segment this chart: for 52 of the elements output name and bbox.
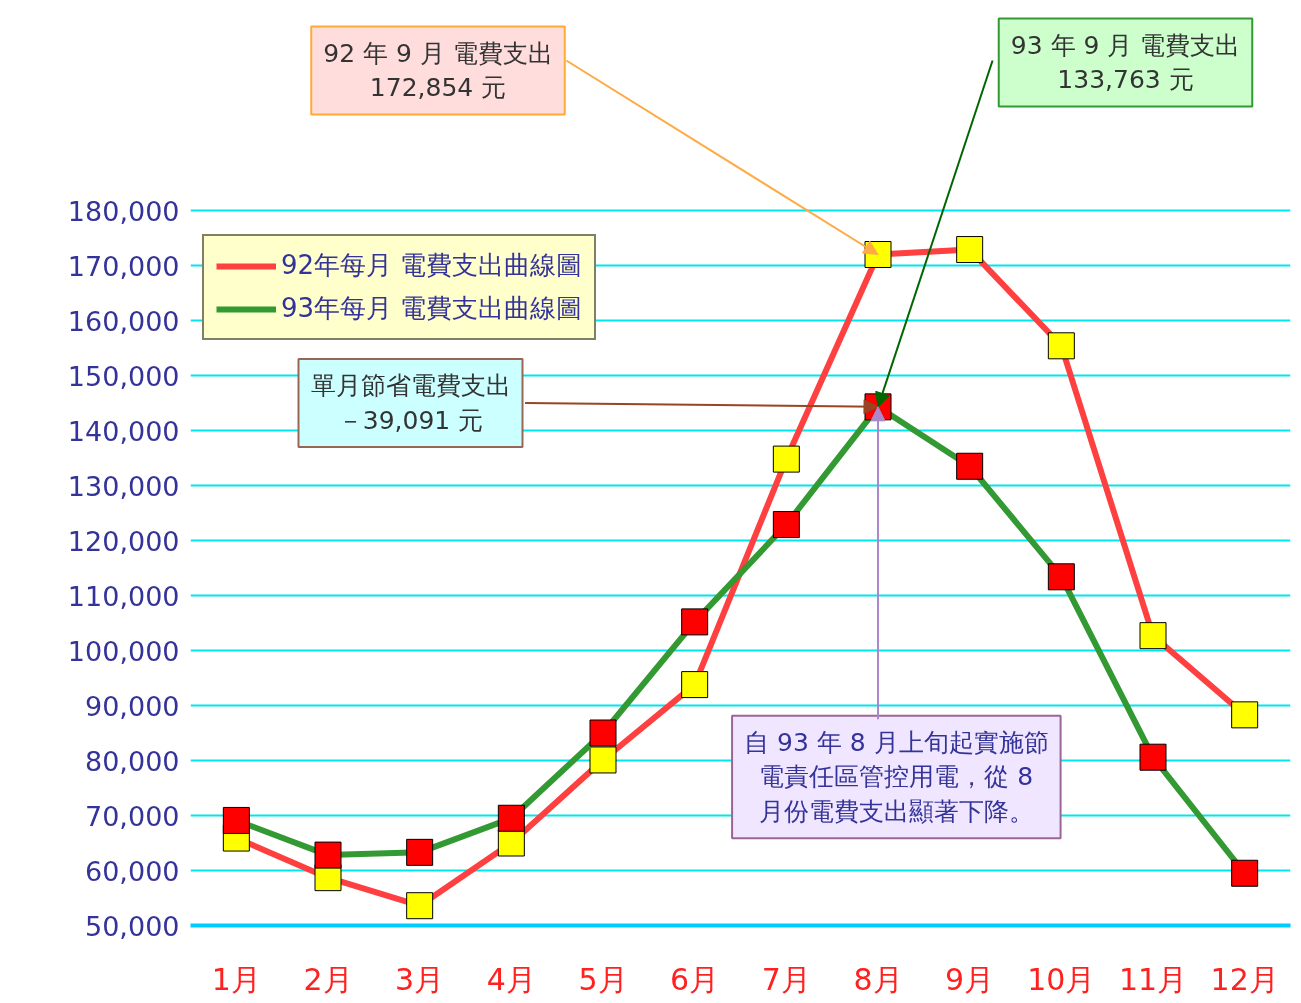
annotation: 92 年 9 月 電費支出172,854 元 (323, 38, 553, 103)
y-tick-label: 70,000 (85, 800, 180, 832)
point (772, 445, 800, 473)
x-tick-label: 11月 (1118, 961, 1188, 997)
point (956, 452, 984, 480)
x-tick-label: 3月 (395, 961, 445, 997)
point (1047, 563, 1075, 591)
point (1231, 859, 1259, 887)
point (1139, 743, 1167, 771)
point (772, 511, 800, 539)
point (681, 608, 709, 636)
y-tick-label: 150,000 (67, 360, 180, 392)
point (406, 838, 434, 866)
y-tick-label: 130,000 (67, 470, 180, 502)
y-tick-label: 160,000 (67, 305, 180, 337)
x-tick-label: 10月 (1027, 961, 1096, 997)
point (1139, 622, 1167, 650)
point (497, 829, 525, 857)
x-tick-label: 9月 (945, 961, 995, 997)
point (1231, 701, 1259, 729)
x-tick-label: 5月 (578, 961, 628, 997)
y-tick-label: 120,000 (67, 525, 180, 557)
point (314, 841, 342, 869)
x-tick-label: 1月 (211, 961, 261, 997)
x-tick-label: 4月 (486, 961, 536, 997)
point (589, 719, 617, 747)
y-tick-label: 50,000 (85, 910, 180, 942)
point (681, 671, 709, 699)
annotation: 單月節省電費支出－39,091 元 (310, 371, 511, 435)
point (589, 746, 617, 774)
annotation: 自 93 年 8 月上旬起實施節電責任區管控用電，從 8月份電費支出顯著下降。 (744, 727, 1049, 827)
point (222, 806, 250, 834)
y-tick-label: 60,000 (85, 855, 180, 887)
annotation: 93 年 9 月 電費支出133,763 元 (1010, 30, 1241, 95)
y-tick-label: 180,000 (67, 195, 180, 227)
y-tick-label: 170,000 (67, 250, 180, 282)
point (1047, 332, 1075, 360)
x-tick-label: 8月 (853, 961, 903, 997)
legend-label: 93年每月 電費支出曲線圖 (281, 292, 583, 325)
point (406, 892, 434, 920)
point (497, 804, 525, 832)
x-tick-label: 7月 (761, 961, 811, 997)
y-tick-label: 140,000 (67, 415, 180, 447)
x-tick-label: 12月 (1210, 961, 1279, 997)
x-tick-label: 2月 (303, 961, 353, 997)
y-tick-label: 80,000 (85, 745, 180, 777)
point (956, 236, 984, 264)
legend-label: 92年每月 電費支出曲線圖 (281, 249, 583, 282)
y-tick-label: 110,000 (67, 580, 180, 612)
y-tick-label: 90,000 (85, 690, 180, 722)
y-tick-label: 100,000 (67, 635, 180, 667)
x-tick-label: 6月 (670, 961, 720, 997)
